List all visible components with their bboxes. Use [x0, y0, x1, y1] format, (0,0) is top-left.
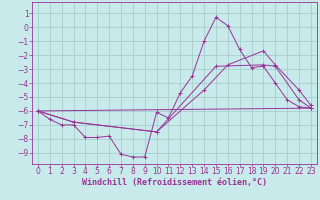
X-axis label: Windchill (Refroidissement éolien,°C): Windchill (Refroidissement éolien,°C) — [82, 178, 267, 187]
